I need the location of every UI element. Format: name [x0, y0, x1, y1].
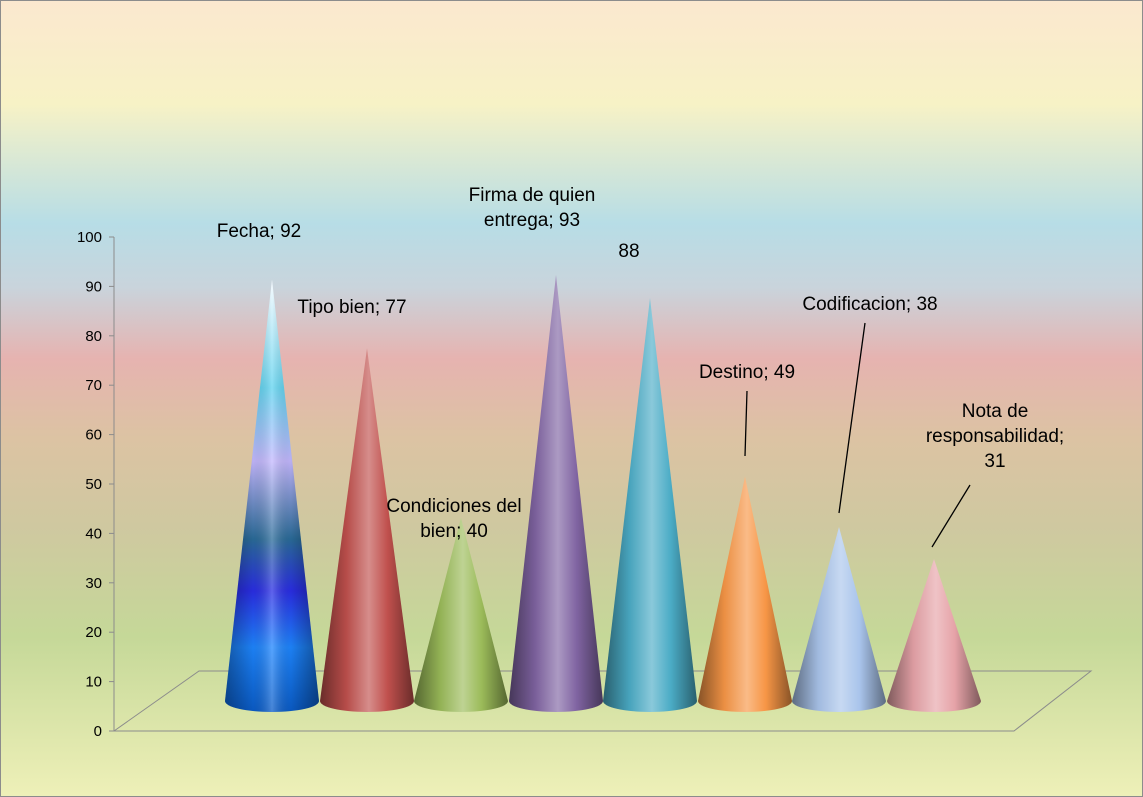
- y-tick-label: 20: [85, 624, 102, 641]
- y-tick-label: 80: [85, 328, 102, 345]
- leader-line: [931, 484, 971, 548]
- y-tick-label: 10: [85, 674, 102, 691]
- leader-line: [838, 322, 866, 514]
- data-label: Firma de quien entrega; 93: [469, 185, 596, 231]
- data-label: 88: [618, 241, 639, 262]
- data-label: Fecha; 92: [217, 221, 302, 242]
- y-tick-label: 90: [85, 278, 102, 295]
- cone-mark: [320, 348, 414, 712]
- data-label: Nota de responsabilidad; 31: [926, 401, 1064, 472]
- cone-mark: [887, 559, 981, 712]
- y-tick-label: 30: [85, 575, 102, 592]
- cone-mark: [509, 275, 603, 712]
- y-tick-label: 50: [85, 476, 102, 493]
- cone-mark: [792, 526, 886, 712]
- cone-shading: [225, 279, 319, 712]
- y-tick-label: 40: [85, 525, 102, 542]
- cone-mark: [603, 297, 697, 712]
- data-label: Codificacion; 38: [802, 294, 937, 315]
- chart-floor: [112, 670, 1093, 732]
- y-tick-label: 70: [85, 377, 102, 394]
- data-label: Destino; 49: [699, 362, 795, 383]
- y-tick-label: 60: [85, 427, 102, 444]
- data-label: Tipo bien; 77: [297, 297, 406, 318]
- y-tick-label: 0: [94, 723, 102, 740]
- cone-mark: [698, 476, 792, 712]
- y-tick-label: 100: [77, 229, 102, 246]
- leader-line: [744, 390, 748, 457]
- data-label: Condiciones del bien; 40: [386, 496, 521, 542]
- cone-mark: [414, 517, 508, 712]
